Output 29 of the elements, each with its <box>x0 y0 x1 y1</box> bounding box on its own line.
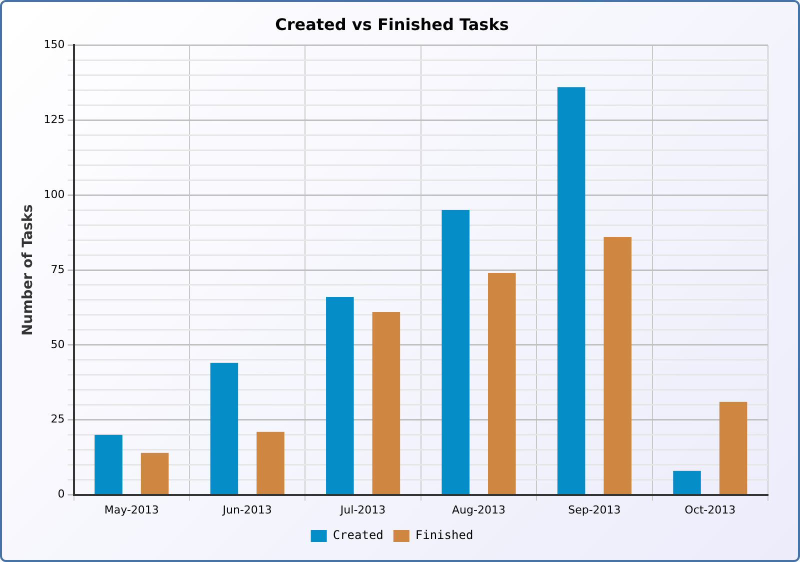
bar <box>719 402 748 494</box>
x-tick-label: Sep-2013 <box>568 503 621 516</box>
bar <box>673 470 701 494</box>
y-tick-label: 75 <box>50 262 65 276</box>
chart-title: Created vs Finished Tasks <box>275 14 509 34</box>
bar <box>442 210 470 494</box>
bar <box>256 432 284 494</box>
x-tick-label: Aug-2013 <box>452 503 506 516</box>
bar <box>488 273 516 494</box>
bar <box>94 434 122 494</box>
bar <box>140 452 169 494</box>
x-tick-label: May-2013 <box>104 503 159 516</box>
y-axis-title: Number of Tasks <box>20 204 36 336</box>
bar <box>604 237 632 494</box>
y-tick-label: 0 <box>58 488 65 501</box>
x-tick-label: Jul-2013 <box>339 503 386 516</box>
y-tick-label: 150 <box>44 38 65 52</box>
x-tick-label: Jun-2013 <box>222 503 272 516</box>
y-tick-label: 50 <box>50 338 65 351</box>
bar <box>210 362 238 494</box>
legend-label: Finished <box>415 528 474 542</box>
y-tick-label: 125 <box>44 112 65 126</box>
bar <box>557 87 586 494</box>
bar <box>326 296 354 494</box>
bar <box>372 312 400 494</box>
y-tick-label: 25 <box>50 412 65 426</box>
x-tick-label: Oct-2013 <box>684 503 736 516</box>
y-tick-label: 100 <box>44 188 65 201</box>
legend-label: Created <box>332 528 384 542</box>
